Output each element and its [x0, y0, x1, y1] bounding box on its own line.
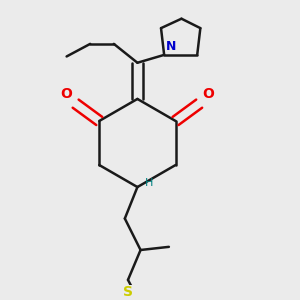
Text: S: S [123, 285, 133, 298]
Text: N: N [166, 40, 176, 53]
Text: O: O [202, 87, 214, 101]
Text: H: H [145, 178, 154, 188]
Text: O: O [61, 87, 73, 101]
